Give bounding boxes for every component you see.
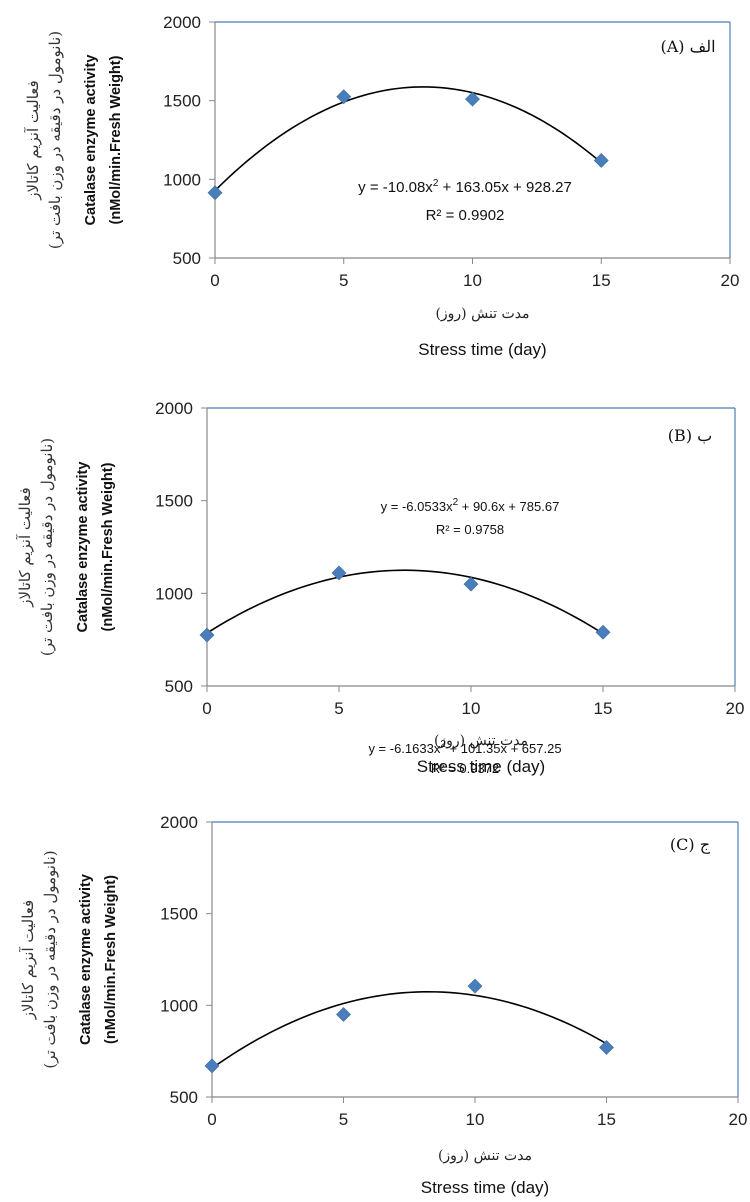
x-tick-label: 10: [463, 271, 482, 290]
y-axis-label-fa: فعالیت آنزیم کاتالاز: [19, 900, 37, 1020]
data-point: [336, 89, 352, 105]
x-tick-label: 5: [339, 271, 348, 290]
panel-label: الف (A): [660, 37, 715, 56]
panel-label: ب (B): [668, 426, 712, 445]
y-tick-label: 2000: [155, 399, 193, 418]
data-point: [599, 1040, 614, 1055]
trendline-curve: [206, 569, 604, 635]
x-tick-label: 0: [210, 271, 219, 290]
data-point: [467, 978, 483, 994]
chart-panel-2: 500 1000 1500 2000 0 5 10 15 20 y = -6.0533x2 + 9…: [16, 399, 744, 776]
y-axis-units-fa: (نانومول در دقیقه در وزن بافت تر): [46, 31, 64, 249]
y-tick-label: 1500: [155, 492, 193, 511]
y-axis-units: (nMol/min.Fresh Weight): [108, 55, 124, 224]
chart-panel-1: 500 1000 1500 2000 0 5 10 15 20 y = -10.08x2 + 16…: [24, 13, 739, 359]
y-axis-units-fa: (نانومول در دقیقه در وزن بافت تر): [38, 438, 56, 656]
panel-label: ج (C): [670, 835, 711, 854]
trendline-curve: [214, 86, 602, 192]
x-tick-label: 20: [726, 699, 745, 718]
y-axis-units-fa: (نانومول در دقیقه در وزن بافت تر): [41, 850, 59, 1068]
r-squared-label: R² = 0.9902: [426, 207, 505, 224]
trendline-equation: y = -6.1633x2 + 101.35x + 657.25: [368, 739, 561, 756]
y-tick-label: 1000: [155, 584, 193, 603]
y-axis-label: Catalase enzyme activity: [75, 462, 91, 633]
x-tick-label: 0: [207, 1110, 216, 1129]
x-tick-label: 15: [592, 271, 611, 290]
trendline-curve: [211, 990, 607, 1069]
data-point: [199, 627, 215, 643]
y-axis-units: (nMol/min.Fresh Weight): [103, 875, 119, 1044]
chart-panel-3: 500 1000 1500 2000 0 5 10 15 20 y = -6.1633x2 + 1…: [19, 739, 747, 1197]
data-point: [336, 1007, 351, 1022]
data-point: [595, 624, 611, 640]
x-axis-label: Stress time (day): [417, 757, 545, 776]
y-axis-label-fa: فعالیت آنزیم کاتالاز: [24, 80, 42, 200]
y-axis-label: Catalase enzyme activity: [83, 55, 99, 226]
data-point: [465, 91, 480, 107]
x-axis-label-fa: مدت تنش (روز): [435, 306, 529, 322]
data-point: [204, 1058, 220, 1074]
data-point: [207, 185, 223, 201]
trendline-equation: y = -6.0533x2 + 90.6x + 785.67: [381, 497, 560, 514]
x-axis-label-fa: مدت تنش (روز): [434, 733, 528, 749]
x-tick-label: 0: [202, 699, 211, 718]
x-tick-label: 5: [339, 1110, 348, 1129]
x-tick-label: 5: [334, 699, 343, 718]
data-point: [463, 576, 479, 592]
y-axis-label: Catalase enzyme activity: [78, 874, 94, 1045]
x-axis-label: Stress time (day): [418, 340, 546, 359]
y-axis-label-fa: فعالیت آنزیم کاتالاز: [16, 487, 34, 607]
trendline-equation: y = -10.08x2 + 163.05x + 928.27: [358, 178, 572, 196]
y-tick-label: 1000: [160, 996, 198, 1015]
y-tick-label: 1500: [160, 905, 198, 924]
x-tick-label: 10: [466, 1110, 485, 1129]
r-squared-label: R² = 0.9372: [431, 761, 499, 776]
y-tick-label: 500: [173, 249, 201, 268]
x-tick-label: 15: [594, 699, 613, 718]
y-axis-units: (nMol/min.Fresh Weight): [100, 462, 116, 631]
x-tick-label: 10: [462, 699, 481, 718]
y-tick-label: 2000: [160, 813, 198, 832]
x-axis-label-fa: مدت تنش (روز): [438, 1148, 532, 1164]
y-tick-label: 1500: [163, 92, 201, 111]
r-squared-label: R² = 0.9758: [436, 522, 504, 537]
y-tick-label: 1000: [163, 170, 201, 189]
x-tick-label: 20: [721, 271, 740, 290]
x-tick-label: 20: [729, 1110, 748, 1129]
x-axis-label: Stress time (day): [421, 1178, 549, 1197]
data-point: [593, 153, 609, 168]
y-tick-label: 2000: [163, 13, 201, 32]
data-point: [331, 565, 347, 581]
x-tick-label: 15: [597, 1110, 616, 1129]
y-tick-label: 500: [165, 677, 193, 696]
y-tick-label: 500: [170, 1088, 198, 1107]
